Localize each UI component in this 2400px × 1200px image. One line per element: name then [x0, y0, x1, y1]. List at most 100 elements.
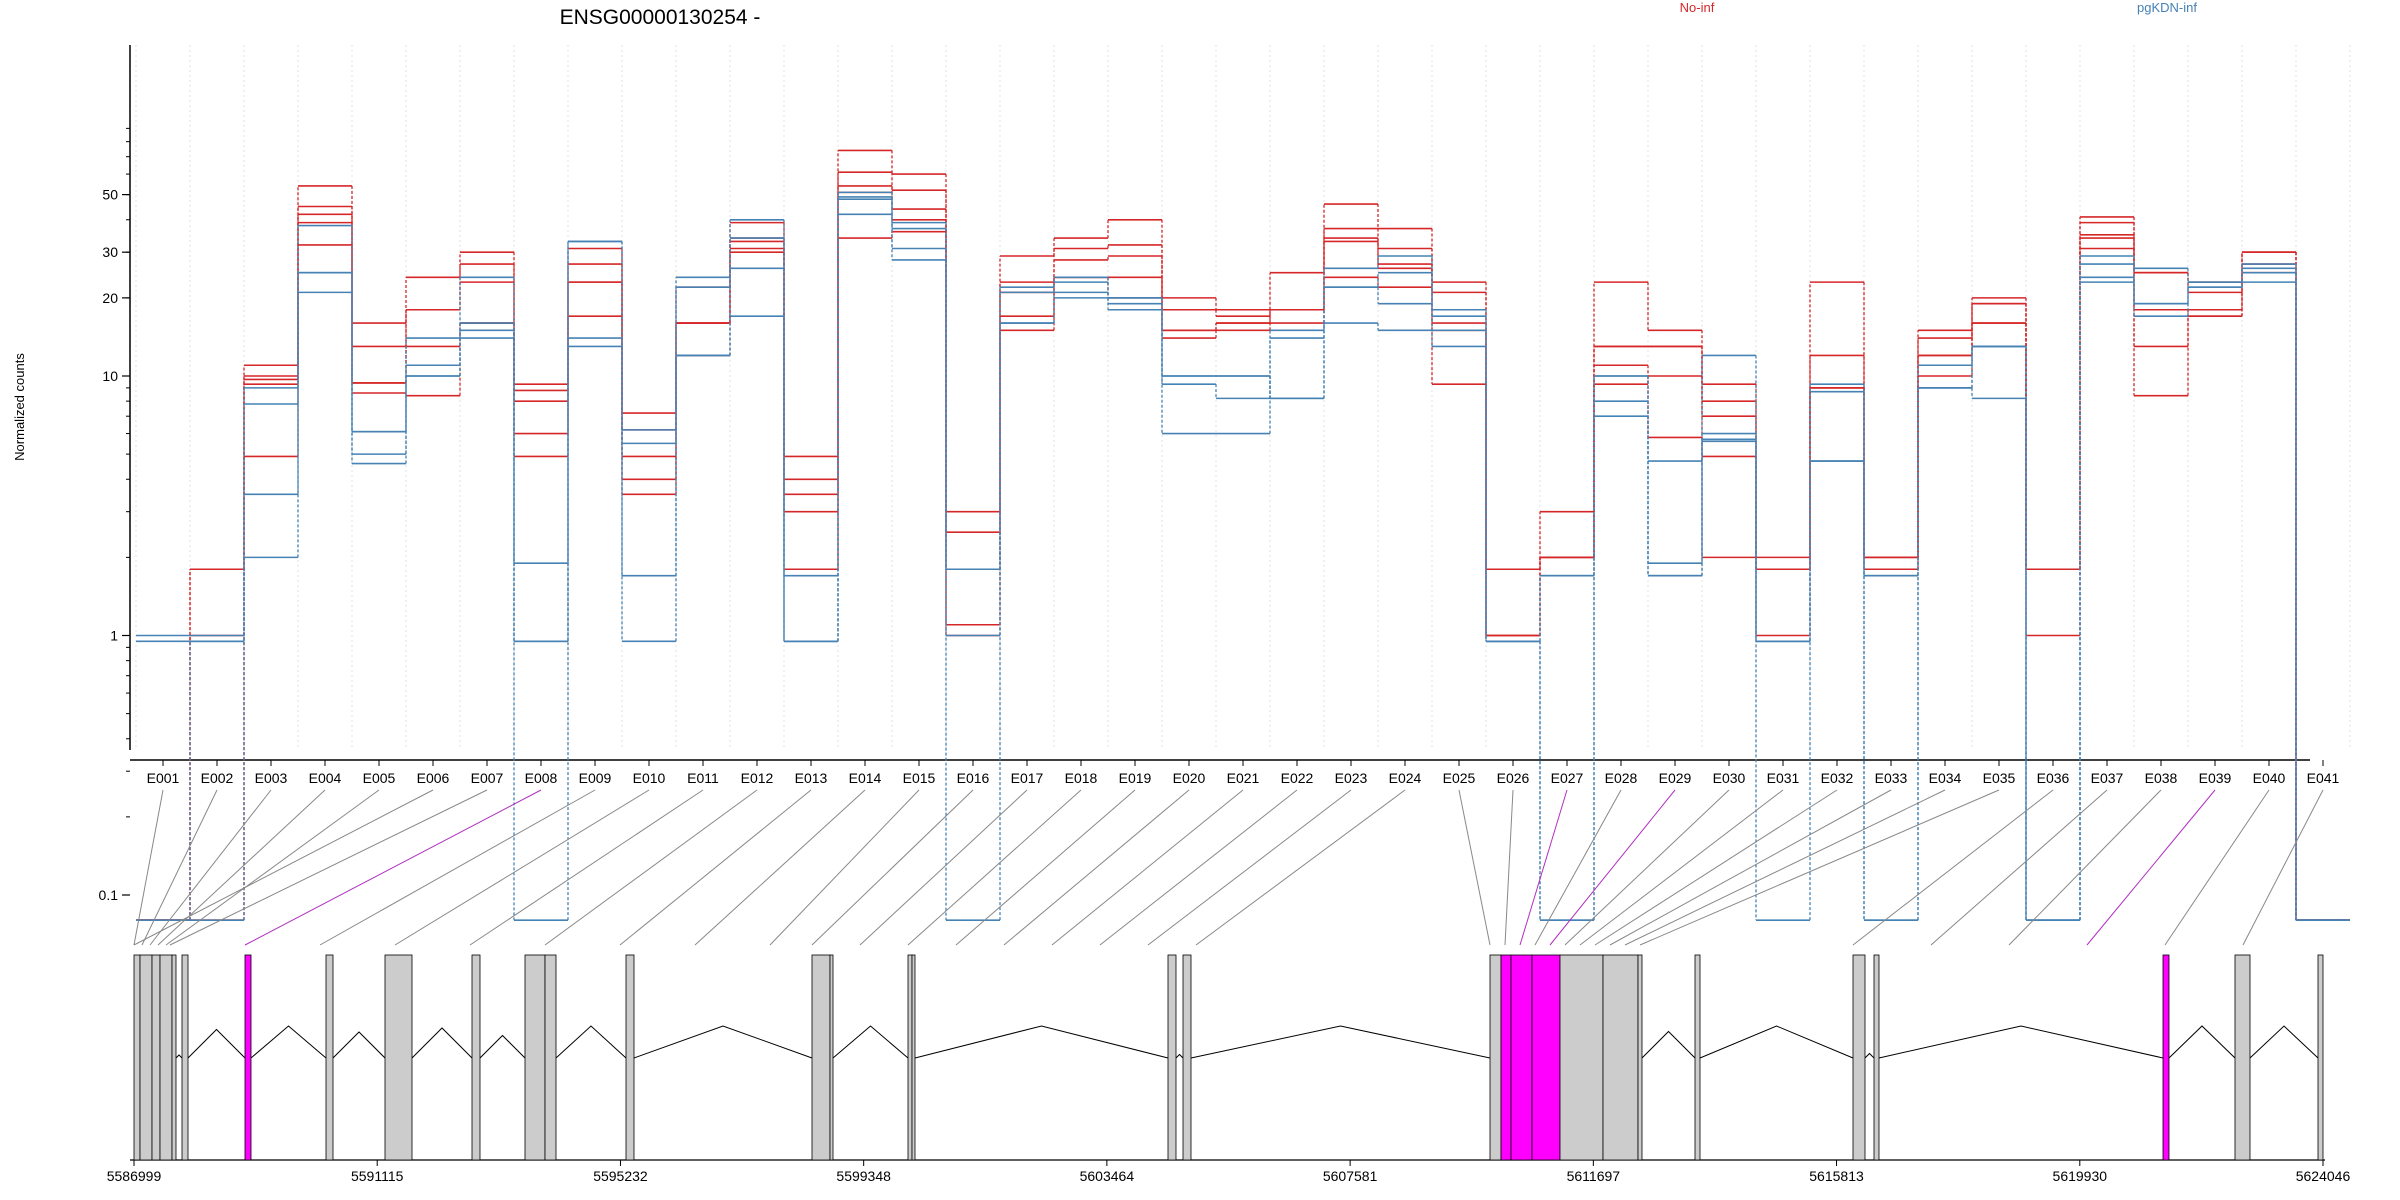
exon-label: E011: [687, 770, 719, 786]
exon-block: [1489, 954, 1502, 1161]
exon-label: E008: [525, 770, 558, 786]
x-axis: E001 E002 E003 E004 E005 E006 E007 E008 E009 E010…: [130, 759, 2340, 786]
exon-label: E028: [1605, 770, 1638, 786]
legend-label-no-inf: No-inf: [1680, 0, 1715, 15]
exon-label: E004: [309, 770, 342, 786]
intron-line: [2168, 1025, 2236, 1059]
exon-label: E040: [2253, 770, 2286, 786]
y-tick-label: 0.1: [99, 887, 119, 903]
highlighted-exon-block: [2162, 954, 2170, 1161]
series-pgkdn-inf: [136, 196, 2350, 921]
exon-label: E032: [1821, 770, 1854, 786]
exon-label: E023: [1335, 770, 1368, 786]
exon-label: E033: [1875, 770, 1908, 786]
coord-tick-label: 5603464: [1080, 1168, 1135, 1184]
exon-label: E024: [1389, 770, 1422, 786]
exon-label: E026: [1497, 770, 1530, 786]
exon-label: E007: [471, 770, 504, 786]
exon-block: [471, 954, 481, 1161]
connector-line: [157, 789, 326, 946]
coord-tick-label: 5599348: [836, 1168, 891, 1184]
connector-line: [1594, 789, 1838, 946]
exon-block: [524, 954, 546, 1161]
connector-line: [1639, 789, 2000, 946]
intron-line: [479, 1034, 526, 1059]
highlighted-exon-block: [1500, 954, 1512, 1161]
y-tick-label: 50: [102, 187, 118, 203]
exon-label: E027: [1551, 770, 1584, 786]
coord-tick-label: 5624046: [2296, 1168, 2351, 1184]
intron-line: [1699, 1025, 1854, 1059]
connector-line: [141, 789, 218, 946]
exon-block: [1637, 954, 1643, 1161]
series-no-inf: [136, 171, 2350, 921]
y-axis: 0.1 1 10 20 30 50: [99, 45, 131, 903]
exon-block: [159, 954, 173, 1161]
exon-label: E005: [363, 770, 396, 786]
y-axis-label: Normalized counts: [12, 353, 27, 461]
exon-label: E018: [1065, 770, 1098, 786]
exon-label: E035: [1983, 770, 2016, 786]
connector-line: [769, 789, 920, 946]
exon-block: [2317, 954, 2324, 1161]
intron-line: [187, 1028, 246, 1059]
coord-tick-label: 5586999: [107, 1168, 162, 1184]
series-no-inf: [136, 227, 2350, 921]
exon-block: [625, 954, 635, 1161]
connector-line: [1609, 789, 1892, 946]
connector-line: [1099, 789, 1298, 946]
exon-connector-lines: [133, 789, 2324, 946]
exon-block: [1852, 954, 1866, 1161]
exon-label: E017: [1011, 770, 1044, 786]
coord-tick-label: 5615813: [1809, 1168, 1864, 1184]
exon-block: [1873, 954, 1880, 1161]
connector-line: [1458, 789, 1491, 946]
legend-label-pgkdn-inf: pgKDN-inf: [2137, 0, 2197, 15]
exon-block: [139, 954, 153, 1161]
exon-label: E038: [2145, 770, 2178, 786]
series-pgkdn-inf: [136, 213, 2350, 921]
connector-line: [2008, 789, 2162, 946]
y-tick-label: 20: [102, 290, 118, 306]
intron-line: [633, 1025, 813, 1059]
intron-line: [411, 1027, 473, 1059]
exon-label: E012: [741, 770, 774, 786]
connector-line: [133, 789, 164, 946]
exon-label: E021: [1227, 770, 1260, 786]
intron-line: [332, 1031, 386, 1059]
intron-line: [1175, 1053, 1184, 1059]
exon-block: [151, 954, 161, 1161]
exon-label: E003: [255, 770, 288, 786]
exon-label: E031: [1767, 770, 1800, 786]
exon-block: [1694, 954, 1701, 1161]
exon-label: E037: [2091, 770, 2124, 786]
intron-line: [1864, 1052, 1875, 1059]
exon-label: E022: [1281, 770, 1314, 786]
series-no-inf: [136, 149, 2350, 921]
connector-line: [544, 789, 758, 946]
exon-label: E034: [1929, 770, 1962, 786]
y-tick-label: 30: [102, 244, 118, 260]
exon-label: E019: [1119, 770, 1152, 786]
coord-tick-label: 5595232: [593, 1168, 648, 1184]
intron-line: [555, 1025, 627, 1059]
exon-block: [181, 954, 189, 1161]
intron-line: [1190, 1025, 1491, 1059]
exon-block: [133, 954, 141, 1161]
exon-block: [907, 954, 913, 1161]
connector-line: [1147, 789, 1352, 946]
series-no-inf: [136, 185, 2350, 921]
connector-line: [1051, 789, 1244, 946]
connector-line: [859, 789, 1028, 946]
intron-line: [914, 1025, 1169, 1059]
connector-line: [319, 789, 596, 946]
gridlines: [135, 45, 2351, 750]
series-layer: [136, 149, 2350, 921]
exon-label: E030: [1713, 770, 1746, 786]
connector-line: [149, 789, 272, 946]
exon-block: [384, 954, 413, 1161]
exon-label: E013: [795, 770, 828, 786]
exon-label: E009: [579, 770, 612, 786]
exon-label: E015: [903, 770, 936, 786]
